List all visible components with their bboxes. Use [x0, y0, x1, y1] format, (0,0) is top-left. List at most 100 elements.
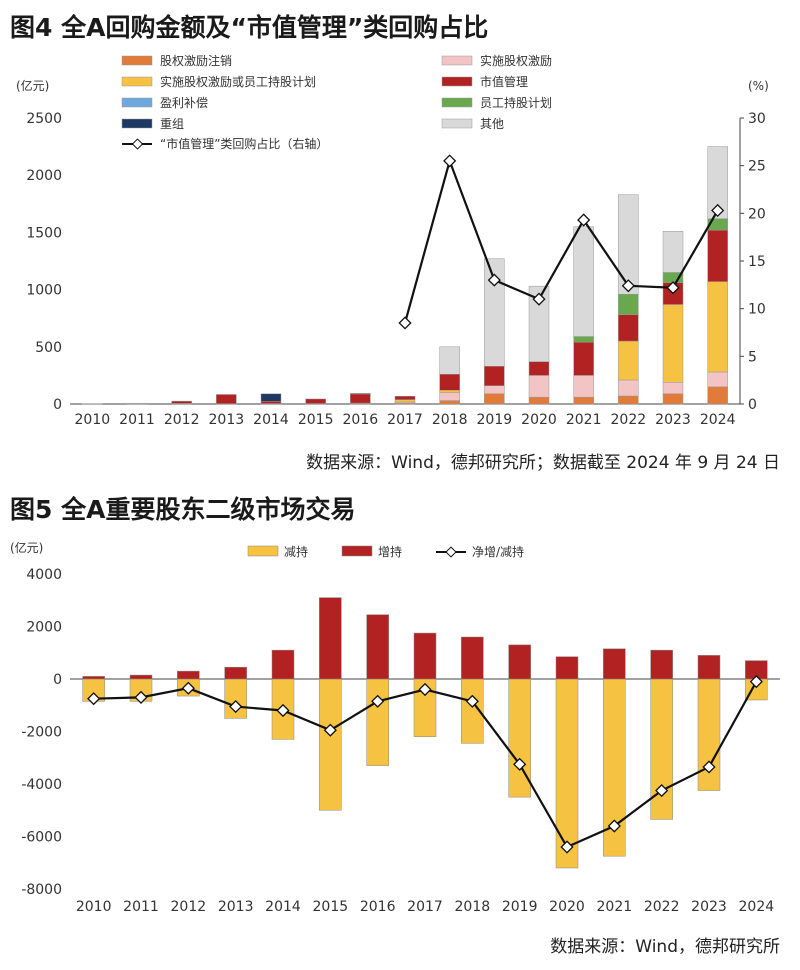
figure-4-source: 数据来源：Wind，德邦研究所；数据截至 2024 年 9 月 24 日 [306, 453, 780, 473]
x-tick-label: 2018 [455, 899, 491, 915]
legend-swatch [121, 55, 153, 66]
bar-segment [707, 386, 728, 405]
net-point [181, 681, 195, 695]
ratio-point [532, 292, 546, 306]
bar-segment [618, 293, 639, 316]
net-point [276, 703, 290, 718]
y-tick-label: 2000 [26, 168, 62, 184]
x-tick-label: 2014 [253, 412, 289, 428]
net-point [513, 757, 527, 771]
legend-swatch [121, 118, 153, 129]
bar [697, 655, 721, 680]
x-tick-label: 2017 [387, 412, 423, 428]
y2-tick-label: 15 [748, 254, 766, 270]
y2-tick-label: 25 [748, 159, 766, 175]
bar-segment [484, 385, 505, 394]
y-tick-label: 500 [35, 340, 62, 356]
x-tick-label: 2019 [502, 899, 538, 915]
bar [319, 597, 342, 680]
legend-label: 减持 [284, 544, 308, 559]
ratio-point [621, 279, 635, 293]
buyback-stacked-bar-chart: (亿元) (%) 0 500 1000 1500 2000 2500 0 5 10 15 20 25 30 2… [16, 53, 769, 428]
y2-tick-label: 5 [748, 349, 757, 365]
net-point [371, 694, 385, 708]
shareholder-trade-bar-chart: (亿元) -8000 -6000 -4000 -2000 0 2000 4000 2010 201… [10, 540, 780, 915]
legend-label: 盈利补偿 [160, 95, 208, 110]
net-point [607, 819, 621, 833]
y2-tick-label: 0 [748, 397, 757, 413]
bar [224, 666, 247, 680]
x-tick-label: 2023 [691, 899, 727, 915]
legend-label: 净增/减持 [472, 544, 524, 559]
x-tick-label: 2010 [76, 899, 112, 915]
y-tick-label: 0 [53, 397, 62, 413]
bar-segment [618, 379, 639, 397]
ratio-point [443, 154, 457, 168]
bar-segment [528, 396, 550, 405]
bar-segment [662, 382, 684, 394]
bar-segment [662, 304, 684, 383]
legend-label: 市值管理 [480, 74, 528, 89]
legend-label: 员工持股计划 [480, 95, 552, 110]
bar [366, 678, 389, 766]
bar [271, 649, 295, 680]
x-tick-label: 2019 [477, 412, 513, 428]
x-tick-label: 2014 [265, 899, 301, 915]
bar [555, 656, 579, 680]
y-tick-label: -8000 [21, 882, 62, 898]
legend-swatch [441, 97, 473, 108]
x-tick-label: 2023 [655, 412, 691, 428]
net-point [87, 692, 101, 706]
bar-segment [216, 394, 237, 404]
y-tick-label: -4000 [21, 777, 62, 793]
bar-segment [260, 401, 282, 404]
ratio-line [403, 157, 719, 324]
legend-swatch [121, 76, 153, 87]
bar-segment [573, 341, 594, 376]
bar-segment [707, 281, 728, 373]
legend-swatch [441, 55, 473, 66]
y2-tick-label: 20 [748, 206, 766, 222]
bar [82, 676, 105, 680]
x-tick-label: 2013 [209, 412, 245, 428]
x-tick-label: 2016 [360, 899, 396, 915]
bar-segment [618, 194, 639, 295]
bar-segment [707, 146, 728, 219]
y-tick-label: 2500 [26, 111, 62, 127]
bar-segment [618, 395, 639, 405]
bar-segment [439, 390, 460, 393]
bar-segment [394, 399, 416, 403]
net-point [655, 783, 669, 798]
net-point [560, 840, 574, 854]
legend-swatch [441, 118, 473, 129]
bar [650, 678, 673, 820]
bar-segment [439, 400, 460, 405]
bar-segment [573, 226, 594, 337]
bar-segment [662, 231, 684, 273]
bar [461, 636, 484, 680]
y2-tick-label: 30 [748, 111, 766, 127]
net-point [702, 760, 716, 774]
bar-segment [528, 361, 550, 376]
y-tick-label: 1500 [26, 225, 62, 241]
legend-swatch [441, 76, 473, 87]
ratio-point [398, 316, 412, 330]
bar-segment [350, 393, 371, 395]
bar-segment [484, 365, 505, 386]
x-tick-label: 2018 [432, 412, 468, 428]
figure-5-title: 图5 全A重要股东二级市场交易 [10, 495, 356, 524]
bar [555, 678, 579, 869]
legend-line-marker [445, 546, 457, 558]
legend-label: 实施股权激励或员工持股计划 [160, 74, 316, 89]
ratio-point [711, 203, 725, 218]
bar-segment [707, 371, 728, 388]
bar-segment [439, 374, 460, 391]
net-point [465, 694, 479, 708]
bar [319, 678, 342, 811]
bar-segment [350, 393, 371, 404]
legend-label: 其他 [480, 117, 504, 131]
bar-segment [573, 336, 594, 343]
bar-segment [484, 393, 505, 405]
x-tick-label: 2022 [611, 412, 647, 428]
x-tick-label: 2017 [407, 899, 443, 915]
